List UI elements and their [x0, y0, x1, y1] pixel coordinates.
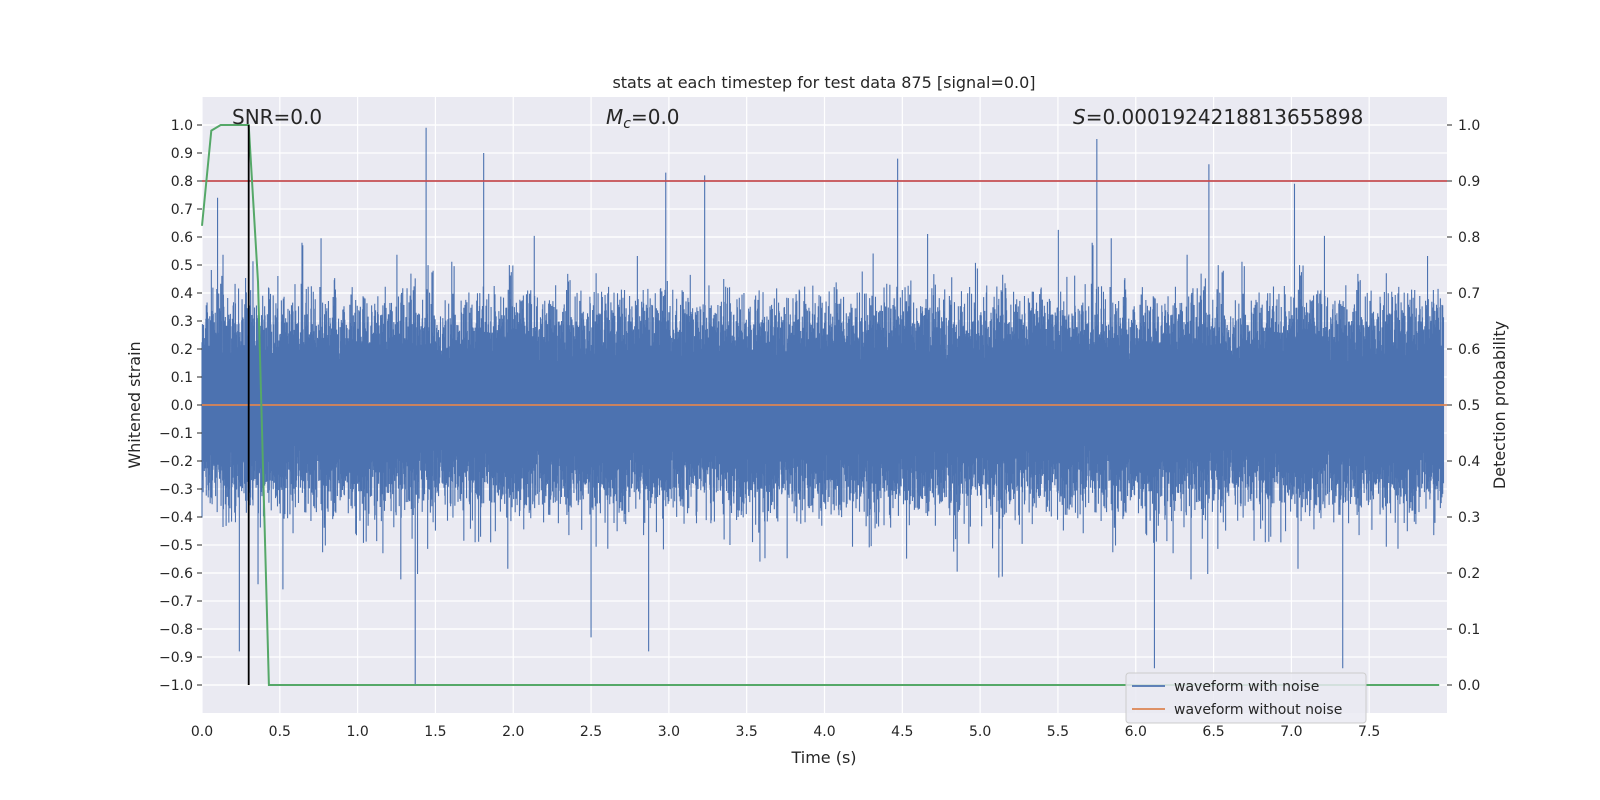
y-tick-label: −0.1 [159, 426, 193, 442]
y-tick-label: 0.9 [171, 146, 193, 162]
y-right-tick-label: 0.2 [1458, 566, 1480, 582]
x-tick-label: 3.5 [736, 724, 758, 740]
y-tick-label: 0.0 [171, 398, 193, 414]
y-tick-label: −0.8 [159, 622, 193, 638]
legend-label-noise: waveform with noise [1174, 679, 1319, 695]
ticks: 0.0 0.5 1.0 1.5 2.0 2.5 3.0 3.5 4.0 4.5 5.0 5.5 6.0 6… [159, 118, 1480, 740]
x-tick-label: 3.0 [658, 724, 680, 740]
x-tick-label: 0.5 [269, 724, 291, 740]
mc-annotation: Mc=0.0 [606, 105, 680, 132]
y-tick-label: 0.8 [171, 174, 193, 190]
y-right-tick-label: 0.6 [1458, 342, 1480, 358]
y-tick-label: −1.0 [159, 678, 193, 694]
x-tick-label: 2.0 [502, 724, 524, 740]
y-right-tick-label: 0.8 [1458, 230, 1480, 246]
y-tick-label: −0.6 [159, 566, 193, 582]
x-tick-label: 6.5 [1202, 724, 1224, 740]
y-right-tick-label: 0.1 [1458, 622, 1480, 638]
y-tick-label: −0.4 [159, 510, 193, 526]
legend-box [1125, 672, 1367, 724]
mc-subscript: c [623, 116, 631, 132]
y-tick-label: −0.5 [159, 538, 193, 554]
y-tick-label: 0.7 [171, 202, 193, 218]
y-right-tick-label: 0.3 [1458, 510, 1480, 526]
x-tick-label: 7.0 [1280, 724, 1302, 740]
x-tick-label: 4.5 [891, 724, 913, 740]
y-tick-label: −0.9 [159, 650, 193, 666]
y-tick-label: 0.1 [171, 370, 193, 386]
legend: waveform with noise waveform without noi… [1125, 672, 1367, 724]
y-tick-label: −0.7 [159, 594, 193, 610]
s-symbol: S [1073, 105, 1086, 129]
x-tick-label: 1.5 [424, 724, 446, 740]
x-tick-label: 2.5 [580, 724, 602, 740]
y-axis-label: Whitened strain [125, 341, 144, 468]
x-tick-label: 0.0 [191, 724, 213, 740]
y-tick-label: 0.2 [171, 342, 193, 358]
x-tick-label: 1.0 [346, 724, 368, 740]
mc-value: =0.0 [631, 105, 680, 129]
overlay-series [201, 124, 1447, 686]
x-tick-label: 5.5 [1047, 724, 1069, 740]
x-axis-label: Time (s) [790, 748, 856, 767]
y-right-tick-label: 0.0 [1458, 678, 1480, 694]
y-right-tick-label: 0.9 [1458, 174, 1480, 190]
y-tick-label: −0.2 [159, 454, 193, 470]
y-tick-label: 0.3 [171, 314, 193, 330]
y-right-tick-label: 1.0 [1458, 118, 1480, 134]
s-value: =0.0001924218813655898 [1086, 105, 1364, 129]
x-tick-label: 6.0 [1125, 724, 1147, 740]
y-right-tick-label: 0.4 [1458, 454, 1480, 470]
y-tick-label: 1.0 [171, 118, 193, 134]
y-tick-label: −0.3 [159, 482, 193, 498]
y-right-tick-label: 0.5 [1458, 398, 1480, 414]
snr-annotation: SNR=0.0 [232, 105, 322, 129]
x-tick-label: 5.0 [969, 724, 991, 740]
y-tick-label: 0.6 [171, 230, 193, 246]
mc-symbol: M [606, 105, 623, 129]
x-tick-label: 7.5 [1358, 724, 1380, 740]
y-right-tick-label: 0.7 [1458, 286, 1480, 302]
x-tick-label: 4.0 [813, 724, 835, 740]
y-axis-right-label: Detection probability [1490, 321, 1509, 489]
chart-title: stats at each timestep for test data 875… [612, 73, 1035, 92]
y-tick-label: 0.5 [171, 258, 193, 274]
legend-label-clean: waveform without noise [1174, 702, 1342, 718]
s-annotation: S=0.0001924218813655898 [1073, 105, 1363, 129]
y-tick-label: 0.4 [171, 286, 193, 302]
